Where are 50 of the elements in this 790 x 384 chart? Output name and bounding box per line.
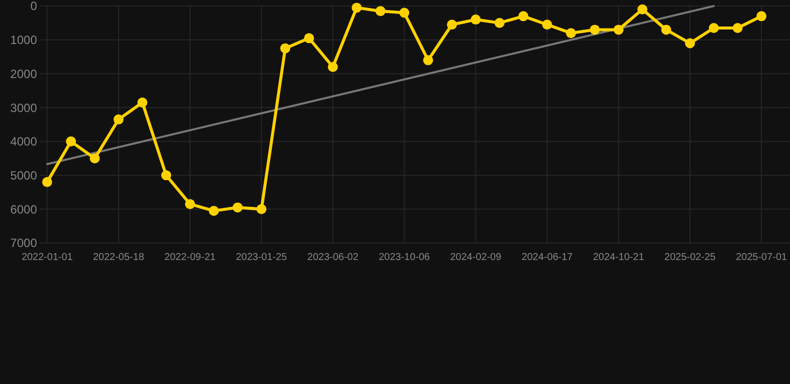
point (66, 136, 76, 146)
x-tick-label: 2024-06-17 (522, 252, 574, 263)
point (518, 11, 528, 22)
y-tick-label: 0 (30, 0, 38, 14)
point (470, 14, 481, 25)
x-tick-label: 2023-10-06 (378, 252, 430, 263)
x-tick-label: 2024-02-09 (450, 252, 502, 263)
y-tick-label: 2000 (10, 66, 38, 81)
y-tick-label: 7000 (10, 236, 38, 250)
point (637, 4, 648, 14)
point (304, 33, 314, 44)
point (566, 28, 576, 38)
point (732, 23, 743, 34)
point (685, 38, 695, 48)
point (208, 206, 219, 216)
y-tick-label: 5000 (10, 168, 38, 182)
point (494, 18, 505, 28)
point (590, 24, 600, 35)
point (423, 55, 434, 66)
point (756, 11, 766, 22)
point (42, 177, 52, 188)
point (446, 20, 457, 30)
point (614, 24, 624, 35)
x-tick-label: 2025-07-01 (736, 252, 788, 263)
point (256, 204, 266, 214)
y-tick-label: 6000 (10, 202, 38, 216)
point (90, 153, 100, 164)
x-tick-label: 2022-05-18 (92, 252, 145, 263)
point (280, 43, 290, 54)
x-tick-label: 2025-02-25 (664, 252, 716, 263)
x-tick-label: 2024-10-21 (592, 252, 645, 263)
point (352, 2, 362, 13)
point (542, 20, 552, 30)
y-tick-label: 4000 (10, 134, 38, 149)
x-tick-label: 2023-06-02 (307, 252, 359, 263)
y-tick-label: 1000 (10, 33, 38, 48)
point (114, 114, 124, 124)
point (232, 202, 243, 212)
x-tick-label: 2022-01-01 (22, 252, 74, 263)
point (708, 23, 719, 34)
x-tick-label: 2023-01-25 (236, 252, 288, 263)
point (185, 199, 195, 210)
point (328, 62, 338, 72)
x-tick-label: 2022-09-21 (164, 252, 216, 263)
point (137, 97, 148, 108)
point (375, 6, 386, 16)
point (399, 8, 410, 18)
point (661, 24, 672, 35)
y-tick-label: 3000 (10, 100, 38, 115)
point (161, 170, 172, 180)
